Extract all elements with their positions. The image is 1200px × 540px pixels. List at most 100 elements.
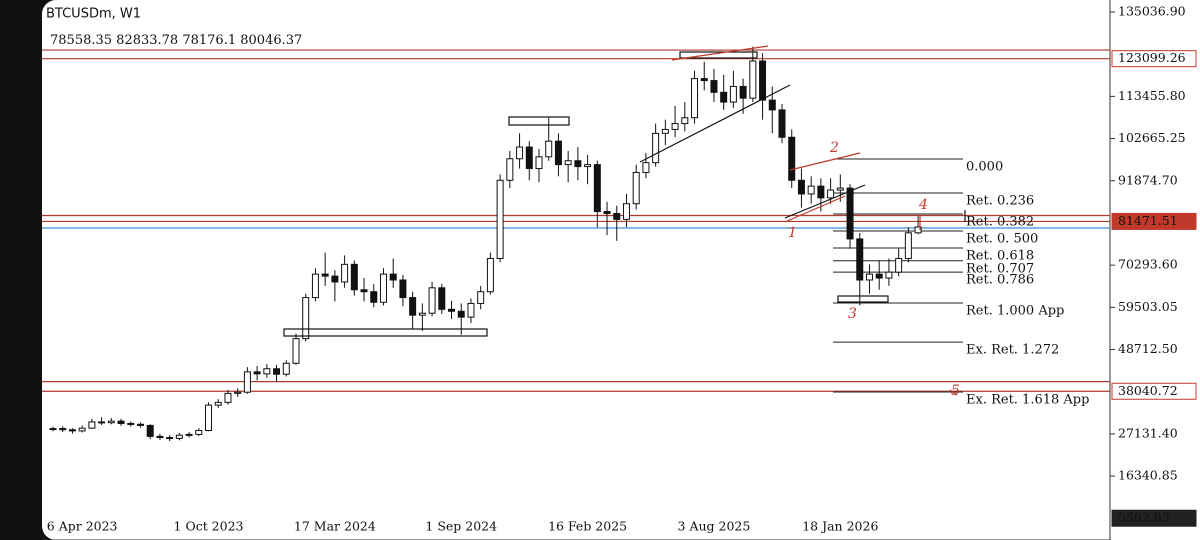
plot xyxy=(42,46,1110,442)
candle-body xyxy=(467,302,475,318)
candle-body xyxy=(59,428,67,431)
candle-body xyxy=(127,422,135,425)
candle-body xyxy=(574,160,582,168)
candle-body xyxy=(88,421,96,429)
candle-body xyxy=(885,271,893,279)
y-tick-label: 102665.25 xyxy=(1118,130,1186,145)
price-label: 81471.51 xyxy=(1118,213,1178,228)
candle-body xyxy=(545,140,553,158)
resistance-box xyxy=(508,116,570,126)
candle-body xyxy=(535,156,543,170)
wave-label: 1 xyxy=(788,225,797,241)
price-label: 38040.72 xyxy=(1118,383,1178,398)
candle-body xyxy=(710,80,718,93)
candle-body xyxy=(360,289,368,293)
fib-label: 0.000 xyxy=(966,160,1003,175)
candle-body xyxy=(438,287,446,310)
fib-label: Ex. Ret. 1.618 App xyxy=(966,392,1089,407)
candle-body xyxy=(691,78,699,119)
candle-body xyxy=(117,420,125,424)
bottom-box xyxy=(837,295,889,303)
fib-label: Ret. 0.382 xyxy=(966,214,1034,229)
y-tick-label: 70293.60 xyxy=(1118,257,1178,272)
candle-body xyxy=(370,291,378,303)
candle-body xyxy=(778,109,786,138)
candle-body xyxy=(331,275,339,283)
candle-body xyxy=(749,60,757,99)
red-drawings xyxy=(671,45,958,396)
candle-body xyxy=(253,371,261,375)
candle-body xyxy=(486,257,494,293)
fib-label: Ret. 0.707 xyxy=(966,261,1034,276)
wave-label: 3 xyxy=(848,306,857,322)
fib-label: Ret. 0.786 xyxy=(966,273,1034,288)
candle-body xyxy=(671,123,679,130)
candle-body xyxy=(185,433,193,436)
y-tick-label: 113455.80 xyxy=(1118,88,1186,103)
candle-body xyxy=(156,435,164,439)
wave-label: 5 xyxy=(951,383,960,399)
candle-body xyxy=(904,232,912,259)
chart-title: BTCUSDm, W1 xyxy=(46,7,141,22)
candle-body xyxy=(273,368,281,375)
x-tick-label: 18 Jan 2026 xyxy=(802,519,878,534)
candle-body xyxy=(622,203,630,220)
red-tick xyxy=(949,389,958,396)
candle-body xyxy=(243,371,251,393)
candle-body xyxy=(827,189,835,199)
candle-body xyxy=(895,257,903,273)
candle-body xyxy=(477,291,485,304)
price-label-box xyxy=(1111,212,1197,230)
candle-body xyxy=(282,362,290,375)
x-tick-label: 1 Sep 2024 xyxy=(425,519,497,534)
candle-body xyxy=(428,287,436,314)
fib-label: Ret. 1.000 App xyxy=(966,303,1064,318)
price-label-box xyxy=(1111,382,1197,400)
candle-body xyxy=(146,424,154,437)
y-tick-label: 16340.85 xyxy=(1118,468,1178,483)
candle-body xyxy=(768,99,776,111)
candle-body xyxy=(554,140,562,166)
candle-body xyxy=(107,420,115,424)
candle-body xyxy=(409,297,417,316)
candle-body xyxy=(613,213,621,220)
candle-body xyxy=(302,297,310,340)
wave-label: 4 xyxy=(918,197,928,213)
x-tick-label: 16 Feb 2025 xyxy=(548,519,627,534)
candle-body xyxy=(525,146,533,170)
candle-body xyxy=(457,310,465,318)
ohlc-low: 78176.1 xyxy=(182,33,236,48)
candle-body xyxy=(817,185,825,199)
price-label: 5562.83 xyxy=(1118,510,1170,525)
candle-body xyxy=(399,279,407,299)
candle-body xyxy=(788,136,796,181)
candle-body xyxy=(98,421,106,424)
candle-body xyxy=(263,368,271,375)
red-trendline xyxy=(789,152,861,171)
drawings xyxy=(283,51,966,337)
candle-body xyxy=(661,128,669,134)
candle-body xyxy=(652,132,660,164)
candle-body xyxy=(603,211,611,215)
fib-label: Ret. 0.618 xyxy=(966,248,1034,263)
candle-body xyxy=(506,158,514,181)
fib-label: Ret. 0. 500 xyxy=(966,231,1038,246)
candle-body xyxy=(448,308,456,312)
candle-body xyxy=(341,263,349,283)
candle-body xyxy=(914,226,922,234)
support-box xyxy=(283,328,488,337)
candle-body xyxy=(175,434,183,439)
y-tick-label: 27131.40 xyxy=(1118,425,1178,440)
candle-body xyxy=(166,437,174,440)
candle-body xyxy=(836,187,844,191)
candle-body xyxy=(292,338,300,364)
candle-body xyxy=(379,273,387,303)
price-label-box xyxy=(1111,509,1197,527)
x-tick-label: 1 Oct 2023 xyxy=(174,519,244,534)
ohlc-close: 80046.37 xyxy=(240,33,302,48)
x-tick-label: 6 Apr 2023 xyxy=(47,519,118,534)
candle-body xyxy=(195,430,203,435)
fib-label: Ret. 0.236 xyxy=(966,193,1034,208)
candle-body xyxy=(584,164,592,168)
